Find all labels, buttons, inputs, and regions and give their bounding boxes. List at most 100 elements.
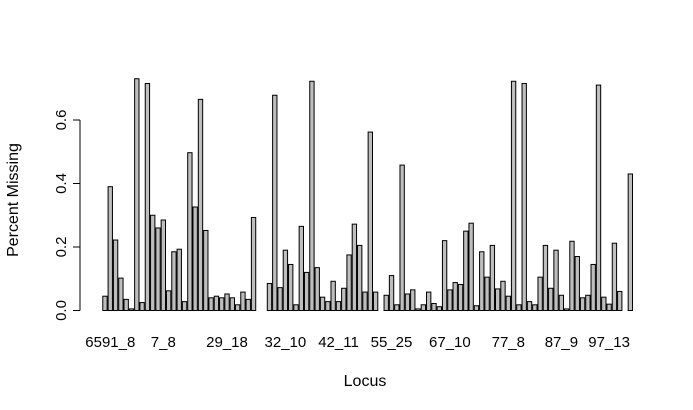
bar <box>579 297 586 311</box>
y-axis-tick-label: 0.4 <box>53 173 70 194</box>
bar <box>272 94 278 312</box>
bar <box>521 82 527 311</box>
bar <box>537 276 543 312</box>
bar <box>367 131 373 311</box>
bar <box>160 219 167 311</box>
bar <box>208 297 214 311</box>
bar <box>303 271 310 311</box>
bar <box>510 80 517 311</box>
bar <box>452 282 458 311</box>
bar <box>500 280 506 312</box>
bar <box>484 276 490 312</box>
bar <box>372 291 379 311</box>
bars <box>102 78 634 312</box>
bar <box>165 290 172 311</box>
x-axis-tick-label: 42_11 <box>318 334 359 351</box>
bar <box>357 244 363 311</box>
bar <box>441 240 448 311</box>
y-axis: 0.0 0.2 0.4 0.6 <box>53 110 81 321</box>
bar <box>234 304 241 312</box>
bar <box>415 308 421 312</box>
bar <box>394 304 400 312</box>
bar <box>229 297 235 311</box>
bar <box>346 254 352 312</box>
bar <box>505 295 511 311</box>
bar <box>203 229 209 312</box>
x-axis-tick-label: 7_8 <box>151 334 176 351</box>
bar <box>314 267 320 312</box>
bar <box>341 287 347 311</box>
bar <box>468 222 474 311</box>
bar <box>134 78 140 311</box>
y-axis-tick-label: 0.2 <box>53 237 70 258</box>
bar <box>224 293 230 311</box>
bar <box>335 301 342 311</box>
x-axis-tick-label: 87_9 <box>545 334 578 351</box>
bar <box>319 296 326 312</box>
bar <box>171 251 177 311</box>
bar <box>107 186 113 312</box>
x-axis-tick-label: 97_13 <box>588 334 630 351</box>
bar <box>404 293 411 311</box>
bar <box>362 291 368 311</box>
bar <box>139 302 145 311</box>
bar <box>309 80 315 311</box>
bar <box>627 173 634 311</box>
bar <box>213 295 220 311</box>
bar <box>473 305 480 311</box>
bar <box>606 303 612 311</box>
bar <box>197 98 204 311</box>
bar <box>526 301 533 311</box>
bar <box>558 294 565 312</box>
bar <box>601 296 607 312</box>
x-axis-tick-label: 29_18 <box>206 334 248 351</box>
bar <box>245 298 251 312</box>
bar <box>150 214 156 311</box>
bar <box>144 82 151 311</box>
bar <box>595 84 602 311</box>
bar <box>240 291 246 311</box>
bar <box>548 287 554 311</box>
bar <box>542 244 549 311</box>
bar <box>266 283 273 312</box>
bar <box>128 308 135 312</box>
bar <box>436 306 442 312</box>
bar <box>325 301 331 311</box>
bar <box>611 242 618 311</box>
bar <box>426 291 432 311</box>
bar <box>463 230 469 312</box>
bar <box>192 206 198 312</box>
bar <box>553 249 559 312</box>
x-axis-tick-label: 77_8 <box>492 334 525 351</box>
x-axis-tick-labels: 6591_8 7_8 29_18 32_10 42_11 55_25 67_10 77_8 87… <box>85 334 630 351</box>
bar <box>250 216 257 311</box>
bar <box>181 301 188 311</box>
bar <box>495 288 501 312</box>
bar <box>277 287 283 312</box>
bar <box>176 248 182 311</box>
bar <box>102 295 108 311</box>
bar <box>532 304 538 312</box>
bar <box>420 304 427 312</box>
y-axis-label: Percent Missing <box>5 143 22 257</box>
bar <box>123 298 129 312</box>
bar <box>388 275 395 311</box>
bar <box>155 227 161 311</box>
y-axis-tick-label: 0.0 <box>53 300 70 321</box>
x-axis-tick-label: 32_10 <box>265 334 307 351</box>
x-axis-label: Locus <box>344 373 387 390</box>
bar <box>590 263 596 311</box>
bar <box>293 304 299 312</box>
bar <box>410 289 416 311</box>
bar <box>569 240 575 311</box>
bar <box>563 308 570 312</box>
bar <box>431 303 437 311</box>
bar <box>585 294 591 312</box>
bar <box>187 152 193 311</box>
bar <box>118 277 124 311</box>
bar <box>219 297 225 311</box>
bar <box>383 294 389 312</box>
bar <box>479 251 485 311</box>
bar <box>617 290 623 312</box>
